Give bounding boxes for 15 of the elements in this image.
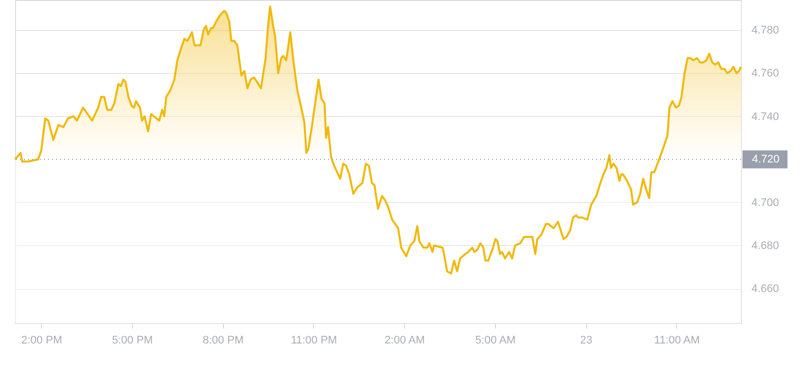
x-tick-label: 5:00 PM <box>112 334 153 346</box>
y-tick-label: 4.740 <box>752 110 780 123</box>
y-tick-label: 4.680 <box>752 240 780 252</box>
x-tick-label: 11:00 PM <box>290 334 338 346</box>
x-tick-label: 2:00 PM <box>21 334 62 346</box>
y-tick-label: 4.660 <box>752 283 780 296</box>
y-tick-label: 4.700 <box>752 196 780 209</box>
y-tick-label: 4.780 <box>752 24 780 37</box>
x-tick-label: 8:00 PM <box>202 334 244 346</box>
x-tick-label: 23 <box>580 334 592 346</box>
y-tick-label: 4.760 <box>752 68 780 80</box>
ref-line-label: 4.720 <box>752 153 780 166</box>
x-tick-label: 5:00 AM <box>475 334 516 346</box>
x-tick-label: 11:00 AM <box>654 334 700 346</box>
x-tick-label: 2:00 AM <box>384 334 425 346</box>
